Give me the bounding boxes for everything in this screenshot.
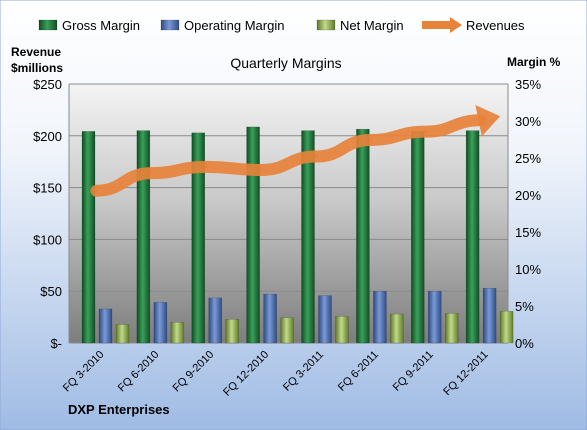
legend-item-net-margin: Net Margin — [316, 18, 404, 33]
bar-gross-margin — [356, 128, 370, 344]
right-tick-label: 25% — [515, 151, 541, 166]
legend-item-gross-margin: Gross Margin — [38, 18, 140, 33]
footer-company-name: DXP Enterprises — [68, 402, 170, 417]
right-tick-label: 0% — [515, 336, 534, 351]
left-tick-label: $200 — [33, 129, 62, 144]
bar-operating-margin — [153, 302, 168, 344]
revenue-line — [90, 114, 487, 197]
left-tick-label: $50 — [40, 284, 62, 299]
bar-gross-margin — [301, 130, 315, 344]
bar-net-margin — [335, 316, 349, 344]
legend-label: Operating Margin — [184, 18, 284, 33]
left-tick-label: $150 — [33, 181, 62, 196]
bar-operating-margin — [482, 287, 497, 344]
bar-operating-margin — [263, 293, 277, 344]
legend-label: Net Margin — [340, 18, 404, 33]
legend-item-operating-margin: Operating Margin — [160, 18, 284, 33]
bar-operating-margin — [208, 297, 222, 344]
bar-gross-margin — [465, 130, 480, 344]
left-axis-title-line2: $millions — [11, 61, 63, 75]
legend-label: Revenues — [466, 18, 525, 33]
revenue-point — [424, 130, 428, 134]
revenue-point — [94, 189, 98, 193]
bar-gross-margin — [81, 131, 96, 344]
bar-gross-margin — [136, 130, 151, 344]
revenue-point — [149, 171, 153, 175]
bar-operating-margin — [318, 295, 332, 344]
right-tick-label: 35% — [515, 77, 541, 92]
right-tick-label: 10% — [515, 262, 541, 277]
revenue-line-group — [90, 105, 501, 197]
left-tick-label: $100 — [33, 232, 62, 247]
legend-swatch — [316, 19, 336, 31]
right-tick-label: 30% — [515, 114, 541, 129]
bar-gross-margin — [411, 131, 425, 344]
right-tick-label: 15% — [515, 225, 541, 240]
legend-swatch — [38, 19, 58, 31]
bar-net-margin — [390, 313, 404, 344]
right-tick-label: 20% — [515, 188, 541, 203]
left-tick-label: $250 — [33, 77, 62, 92]
bar-net-margin — [170, 322, 185, 344]
bar-net-margin — [445, 313, 459, 344]
left-axis-ticks: $- $50 $100 $150 $200 $250 — [33, 77, 62, 351]
left-axis-title-line1: Revenue — [11, 45, 61, 59]
bar-net-margin — [115, 324, 130, 344]
chart-title: Quarterly Margins — [230, 55, 341, 71]
bar-operating-margin — [98, 308, 113, 344]
legend-swatch — [160, 19, 180, 31]
legend-item-revenues: Revenues — [422, 17, 525, 33]
bar-operating-margin — [428, 290, 442, 344]
revenue-point — [369, 138, 373, 142]
right-axis-title: Margin % — [507, 55, 561, 69]
revenue-arrowhead — [475, 105, 501, 137]
bar-operating-margin — [373, 290, 387, 344]
revenue-point — [204, 165, 208, 169]
bar-gross-margin — [191, 132, 205, 344]
bars-group — [81, 126, 514, 344]
bar-net-margin — [499, 310, 514, 344]
legend-label: Gross Margin — [62, 18, 140, 33]
bar-net-margin — [280, 317, 294, 344]
legend: Gross Margin Operating Margin Net Margin Re… — [38, 17, 525, 33]
bar-gross-margin — [246, 126, 260, 344]
legend-swatch-arrow — [450, 17, 462, 33]
revenue-point — [259, 168, 263, 172]
bar-net-margin — [225, 319, 239, 344]
plot-area — [69, 84, 508, 343]
right-tick-label: 5% — [515, 299, 534, 314]
left-tick-label: $- — [50, 336, 62, 351]
revenue-point — [314, 155, 318, 159]
right-axis-ticks: 0% 5% 10% 15% 20% 25% 30% 35% — [515, 77, 541, 351]
